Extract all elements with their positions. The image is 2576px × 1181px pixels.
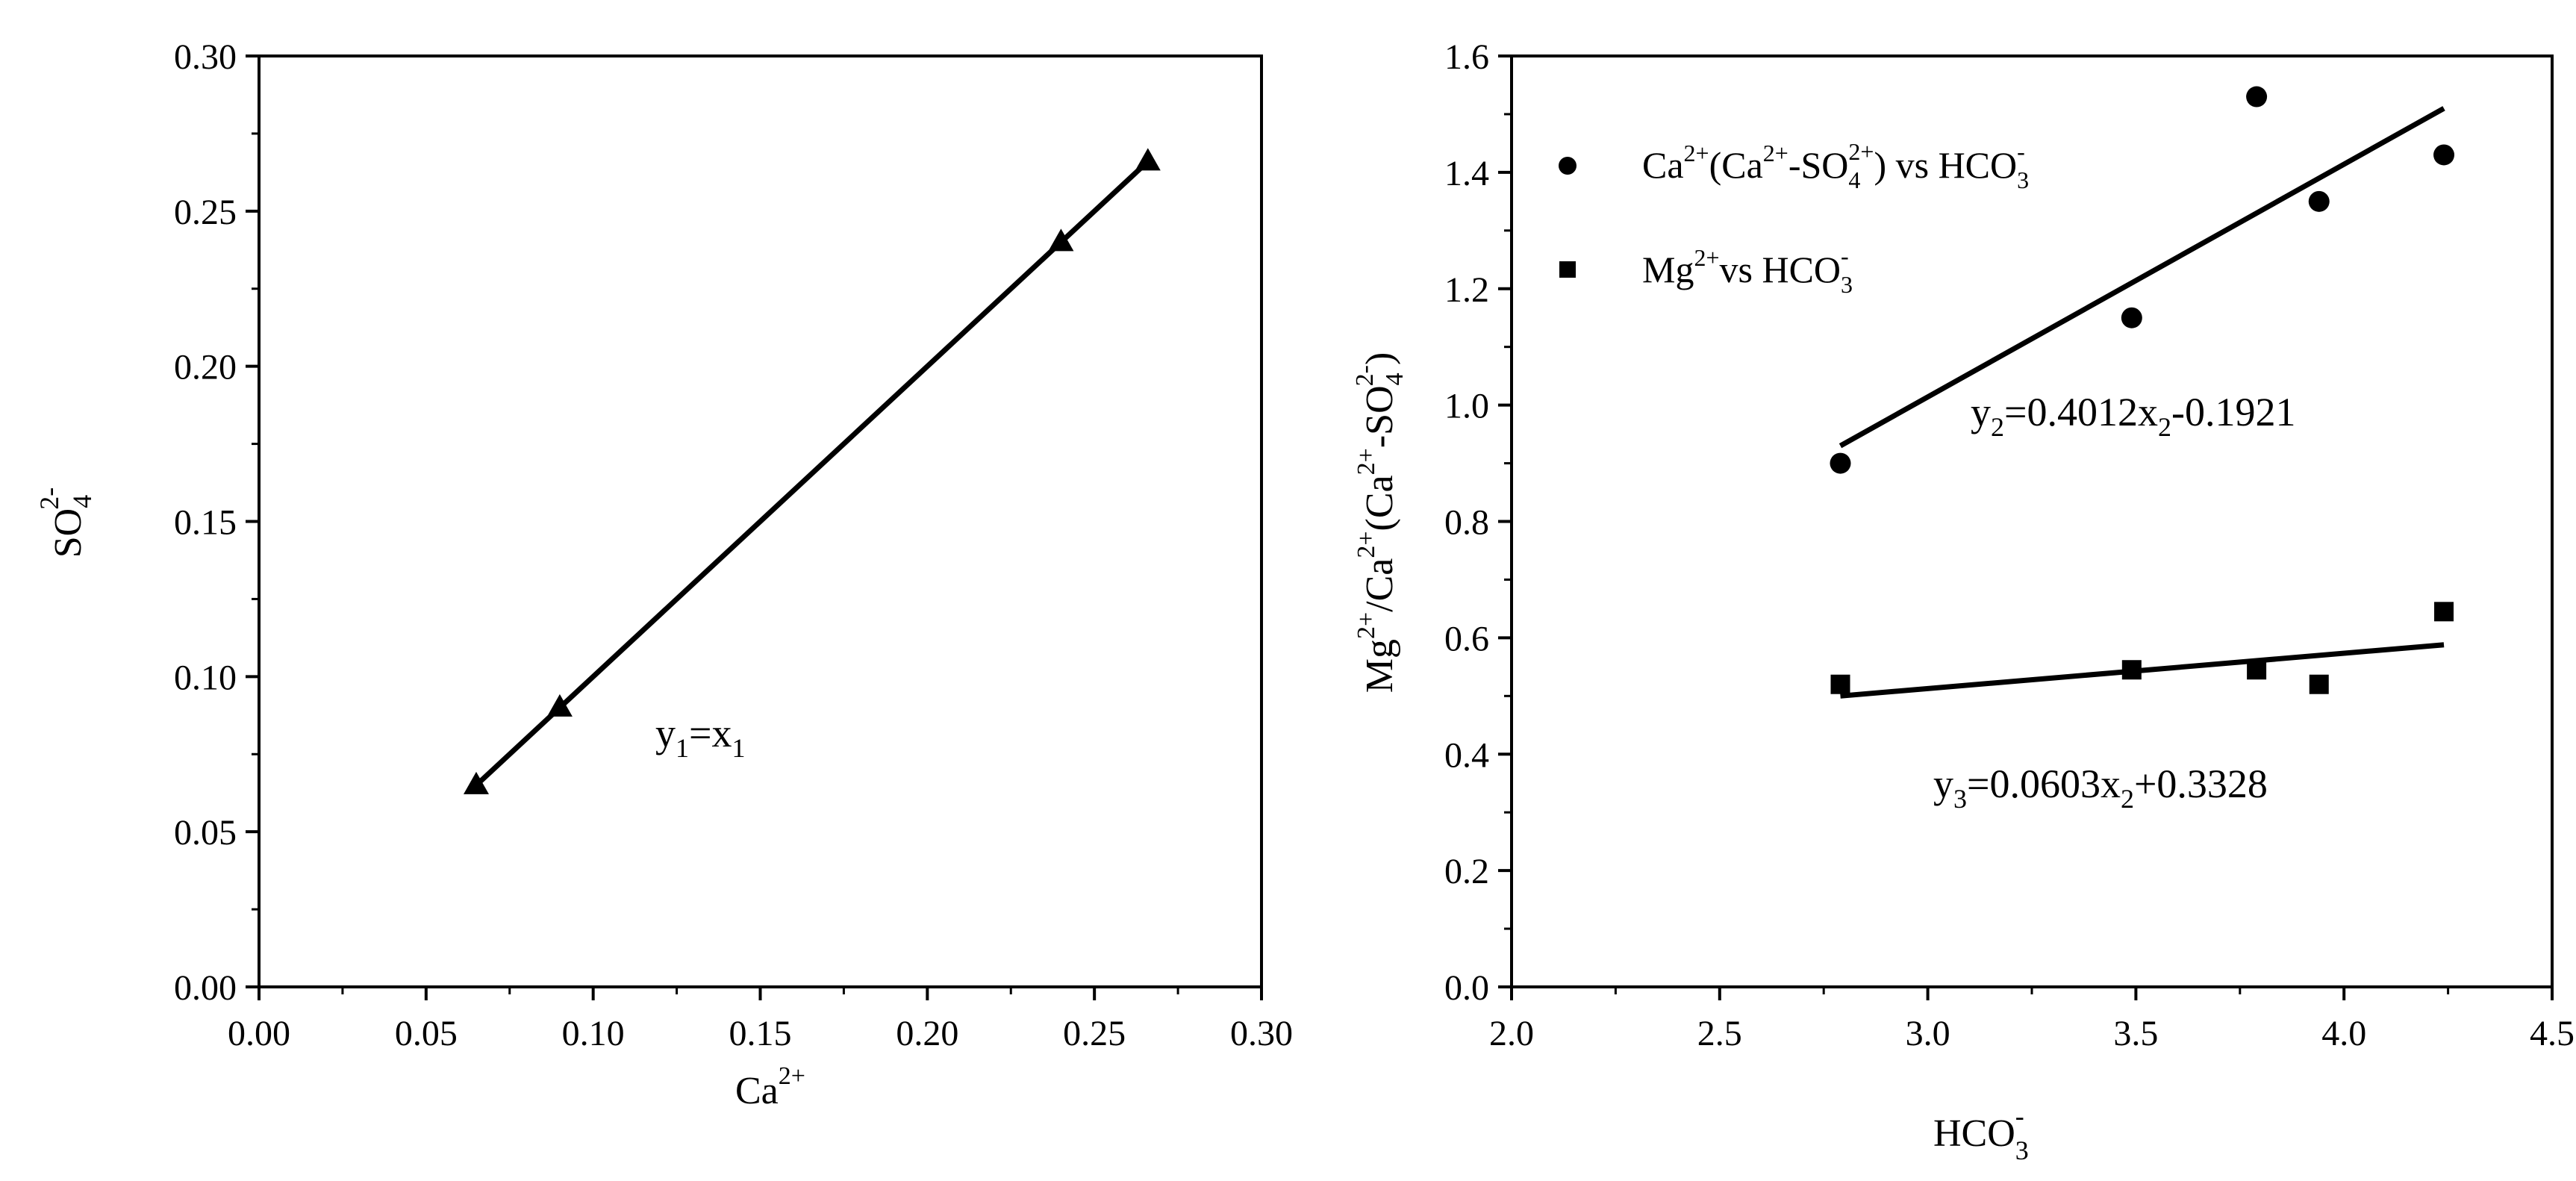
- left-y-tick-label: 0.25: [174, 193, 237, 232]
- right-point-square: [2434, 602, 2454, 622]
- left-y-tick-label: 0.15: [174, 503, 237, 543]
- left-x-tick-label: 0.10: [562, 1014, 625, 1053]
- right-x-tick-label: 3.5: [2113, 1014, 2158, 1053]
- right-y-tick-label: 0.8: [1444, 503, 1489, 543]
- right-point-circle: [2246, 86, 2268, 107]
- left-chart: 0.00 0.05 0.10 0.15 0.20 0.25 0.30 0.00 0.05 0.10…: [34, 37, 1293, 1112]
- left-x-tick-label: 0.15: [729, 1014, 792, 1053]
- right-y-tick-label: 0.6: [1444, 619, 1489, 658]
- legend: Ca2+(Ca2+-SO42+) vs HCO3- Mg2+vs HCO3-: [1559, 138, 2029, 298]
- left-y-tick-label: 0.30: [174, 37, 237, 77]
- right-fit-line-1: [1840, 642, 2445, 699]
- right-point-circle: [1830, 452, 1851, 474]
- right-y-tick-label: 1.4: [1444, 154, 1489, 193]
- left-y-tick-label: 0.20: [174, 348, 237, 387]
- left-y-tick-label: 0.10: [174, 658, 237, 697]
- right-ticks: 2.0 2.5 3.0 3.5 4.0 4.5 0.0 0.2 0.4 0.6 0.8 1.0 1.2 1…: [1444, 37, 2575, 1053]
- left-point-triangle: [546, 694, 573, 717]
- left-data-points: [463, 148, 1161, 794]
- right-point-square: [2309, 674, 2329, 694]
- right-y-tick-label: 0.2: [1444, 852, 1489, 891]
- left-point-triangle: [463, 771, 489, 794]
- left-x-axis-label: Ca2+: [735, 1062, 805, 1112]
- right-x-tick-label: 2.0: [1489, 1014, 1534, 1053]
- right-point-circle: [2121, 307, 2142, 328]
- right-y-tick-label: 0.4: [1444, 735, 1489, 775]
- left-x-tick-label: 0.05: [395, 1014, 458, 1053]
- right-fit-lines: [1839, 106, 2445, 699]
- right-y-axis-label: Mg2+/Ca2+(Ca2+-SO42-): [1351, 352, 1409, 694]
- right-x-tick-label: 3.0: [1906, 1014, 1950, 1053]
- left-y-tick-label: 0.00: [174, 968, 237, 1008]
- left-ticks: 0.00 0.05 0.10 0.15 0.20 0.25 0.30 0.00 0.05 0.10…: [174, 37, 1293, 1053]
- right-data-points: [1830, 86, 2455, 694]
- legend-marker-square: [1559, 261, 1576, 278]
- right-x-tick-label: 4.5: [2530, 1014, 2575, 1053]
- left-y-axis-label: SO42-: [34, 487, 97, 558]
- right-y-tick-label: 1.6: [1444, 37, 1489, 77]
- left-equation: y1=x1: [655, 711, 745, 763]
- right-fit-line-0: [1839, 106, 2445, 449]
- left-x-tick-label: 0.00: [228, 1014, 290, 1053]
- right-equation-y3: y3=0.0603x2+0.3328: [1933, 761, 2268, 814]
- right-chart: 2.0 2.5 3.0 3.5 4.0 4.5 0.0 0.2 0.4 0.6 0.8 1.0 1.2 1…: [1351, 37, 2575, 1165]
- right-y-tick-label: 1.2: [1444, 270, 1489, 310]
- right-y-tick-label: 1.0: [1444, 387, 1489, 426]
- right-x-tick-label: 2.5: [1697, 1014, 1742, 1053]
- left-fit-lines: [474, 159, 1150, 788]
- left-y-tick-label: 0.05: [174, 813, 237, 853]
- left-x-tick-label: 0.25: [1063, 1014, 1126, 1053]
- left-fit-line-0: [474, 159, 1150, 788]
- right-x-axis-label: HCO3-: [1933, 1101, 2029, 1165]
- right-point-circle: [2433, 144, 2455, 166]
- left-point-triangle: [1135, 148, 1161, 171]
- legend-marker-circle: [1559, 157, 1577, 175]
- legend-entry-ca: Ca2+(Ca2+-SO42+) vs HCO3-: [1642, 138, 2029, 193]
- left-x-tick-label: 0.30: [1230, 1014, 1293, 1053]
- right-equation-y2: y2=0.4012x2-0.1921: [1971, 390, 2295, 442]
- right-point-circle: [2308, 190, 2330, 212]
- right-point-square: [2247, 660, 2267, 680]
- left-x-tick-label: 0.20: [896, 1014, 958, 1053]
- right-point-square: [2121, 660, 2142, 680]
- legend-entry-mg: Mg2+vs HCO3-: [1642, 243, 1853, 298]
- right-point-square: [1830, 674, 1850, 694]
- right-x-tick-label: 4.0: [2321, 1014, 2366, 1053]
- right-y-tick-label: 0.0: [1444, 968, 1489, 1008]
- left-point-triangle: [1048, 228, 1074, 252]
- right-plot-frame: [1510, 54, 2554, 988]
